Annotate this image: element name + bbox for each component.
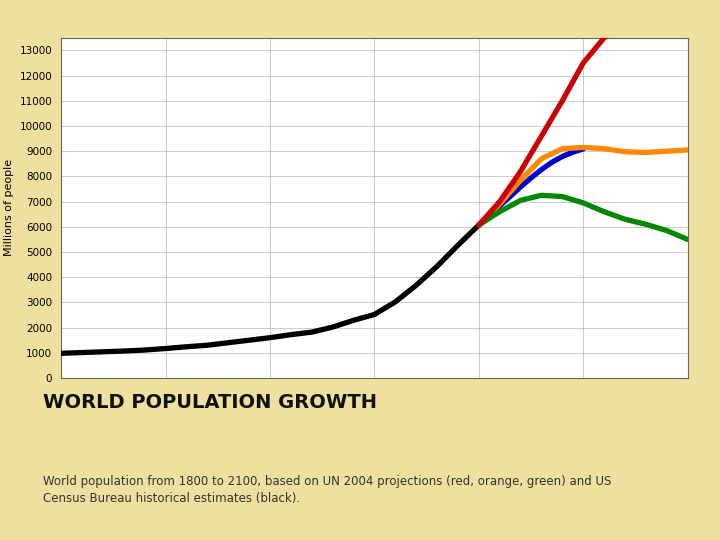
Text: World population from 1800 to 2100, based on UN 2004 projections (red, orange, g: World population from 1800 to 2100, base… [43,475,611,505]
Y-axis label: Millions of people: Millions of people [4,159,14,256]
Text: WORLD POPULATION GROWTH: WORLD POPULATION GROWTH [43,393,377,411]
